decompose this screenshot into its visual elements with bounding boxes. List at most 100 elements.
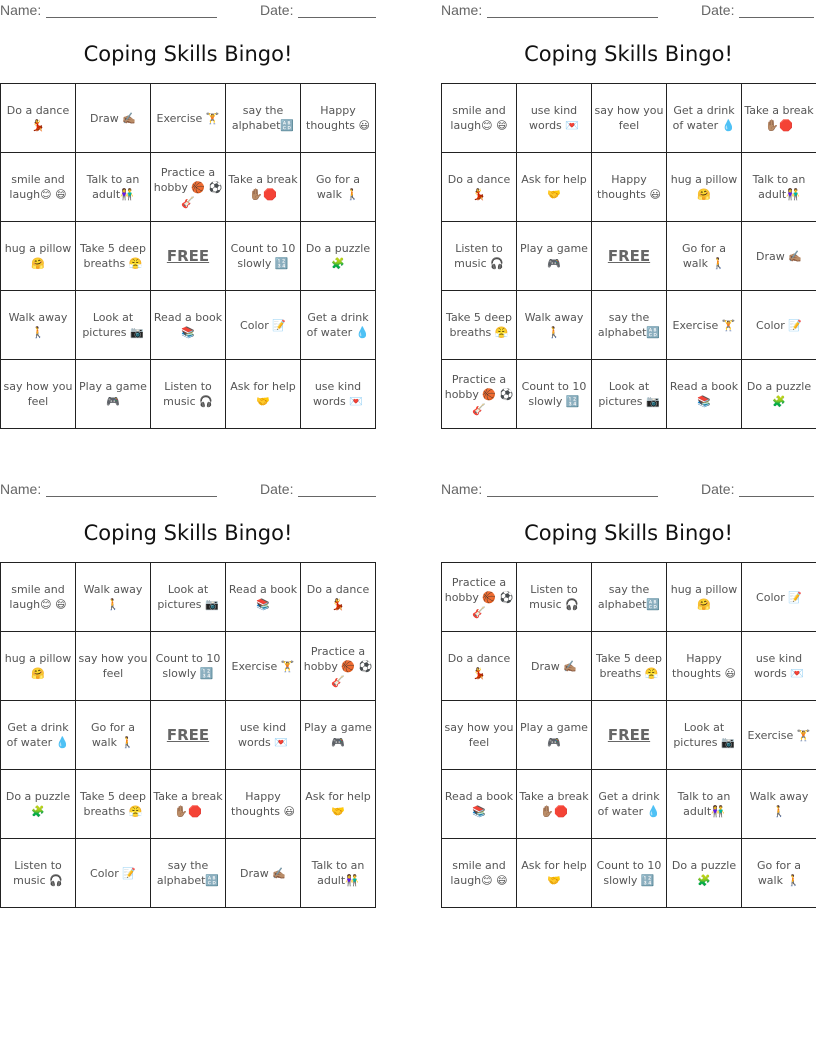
bingo-cell: Get a drink of water 💧	[0, 700, 76, 770]
bingo-card-3: Name: Date: Coping Skills Bingo! smile a…	[0, 479, 376, 919]
date-label: Date:	[701, 2, 735, 18]
bingo-cell: Do a puzzle 🧩	[741, 359, 816, 429]
bingo-cell: hug a pillow 🤗	[666, 152, 742, 222]
date-line	[739, 17, 814, 18]
bingo-card-1: Name: Date: Coping Skills Bingo! Do a da…	[0, 0, 376, 440]
bingo-cell: Walk away 🚶	[516, 290, 592, 360]
bingo-cell: Talk to an adult👫	[300, 838, 376, 908]
bingo-grid: Do a dance 💃 Draw ✍🏽 Exercise 🏋️ say the al…	[0, 83, 376, 429]
card-title: Coping Skills Bingo!	[83, 521, 293, 545]
bingo-cell: Color 📝	[75, 838, 151, 908]
bingo-row: Practice a hobby 🏀 ⚽ 🎸 Listen to music 🎧 s…	[441, 562, 816, 632]
bingo-cell: Walk away 🚶	[75, 562, 151, 632]
bingo-cell: Exercise 🏋️	[666, 290, 742, 360]
bingo-cell: use kind words 💌	[516, 83, 592, 153]
bingo-cell: Play a game 🎮	[75, 359, 151, 429]
bingo-cell: Go for a walk 🚶	[666, 221, 742, 291]
bingo-grid: Practice a hobby 🏀 ⚽ 🎸 Listen to music 🎧 s…	[441, 562, 816, 908]
name-label: Name:	[441, 2, 483, 18]
bingo-cell: Listen to music 🎧	[516, 562, 592, 632]
bingo-cell: use kind words 💌	[741, 631, 816, 701]
free-space-cell: FREE	[591, 221, 667, 291]
name-line	[46, 17, 217, 18]
name-line	[487, 17, 658, 18]
bingo-cell: use kind words 💌	[225, 700, 301, 770]
card-title: Coping Skills Bingo!	[524, 521, 733, 545]
bingo-cell: say the alphabet🔠	[591, 290, 667, 360]
bingo-cell: Get a drink of water 💧	[300, 290, 376, 360]
bingo-cell: Talk to an adult👫	[666, 769, 742, 839]
bingo-cell: Listen to music 🎧	[441, 221, 517, 291]
bingo-cell: Color 📝	[741, 562, 816, 632]
bingo-cell: Play a game 🎮	[516, 221, 592, 291]
bingo-cell: Draw ✍🏽	[741, 221, 816, 291]
bingo-cell: Practice a hobby 🏀 ⚽ 🎸	[441, 562, 517, 632]
bingo-cell: Practice a hobby 🏀 ⚽ 🎸	[441, 359, 517, 429]
bingo-cell: Count to 10 slowly 🔢	[150, 631, 226, 701]
name-line	[487, 496, 658, 497]
bingo-card-4: Name: Date: Coping Skills Bingo! Practic…	[441, 479, 816, 919]
bingo-cell: Walk away 🚶	[0, 290, 76, 360]
name-date-row: Name: Date:	[0, 2, 376, 20]
bingo-row: Do a puzzle 🧩 Take 5 deep breaths 😤 Take a…	[0, 769, 376, 839]
free-space-cell: FREE	[150, 700, 226, 770]
name-label: Name:	[0, 2, 42, 18]
name-date-row: Name: Date:	[441, 2, 816, 20]
bingo-cell: Play a game 🎮	[516, 700, 592, 770]
date-line	[298, 496, 376, 497]
bingo-cell: Draw ✍🏽	[516, 631, 592, 701]
bingo-cell: Get a drink of water 💧	[591, 769, 667, 839]
bingo-cell: Exercise 🏋️	[150, 83, 226, 153]
bingo-cell: say how you feel	[75, 631, 151, 701]
bingo-row: say how you feel Play a game 🎮 Listen to m…	[0, 359, 376, 429]
bingo-row: Listen to music 🎧 Play a game 🎮 FREE Go for…	[441, 221, 816, 291]
bingo-cell: smile and laugh😊 😄	[441, 838, 517, 908]
bingo-row: Do a dance 💃 Draw ✍🏽 Exercise 🏋️ say the al…	[0, 83, 376, 153]
bingo-cell: Go for a walk 🚶	[300, 152, 376, 222]
bingo-cell: Count to 10 slowly 🔢	[591, 838, 667, 908]
bingo-grid: smile and laugh😊 😄 Walk away 🚶 Look at pic…	[0, 562, 376, 908]
card-title: Coping Skills Bingo!	[524, 42, 733, 66]
bingo-cell: Do a dance 💃	[441, 631, 517, 701]
bingo-cell: smile and laugh😊 😄	[0, 562, 76, 632]
name-label: Name:	[441, 481, 483, 497]
bingo-row: Practice a hobby 🏀 ⚽ 🎸 Count to 10 slowly…	[441, 359, 816, 429]
bingo-cell: Take 5 deep breaths 😤	[591, 631, 667, 701]
bingo-cell: Happy thoughts 😃	[666, 631, 742, 701]
bingo-cell: Read a book 📚	[441, 769, 517, 839]
bingo-cell: Happy thoughts 😃	[300, 83, 376, 153]
bingo-cell: Listen to music 🎧	[150, 359, 226, 429]
bingo-cell: say how you feel	[591, 83, 667, 153]
bingo-cell: Talk to an adult👫	[741, 152, 816, 222]
date-line	[739, 496, 814, 497]
bingo-cell: Take 5 deep breaths 😤	[75, 221, 151, 291]
bingo-cell: Do a puzzle 🧩	[0, 769, 76, 839]
bingo-row: Read a book 📚 Take a break ✋🏽🛑 Get a drink…	[441, 769, 816, 839]
bingo-cell: use kind words 💌	[300, 359, 376, 429]
bingo-cell: Do a puzzle 🧩	[300, 221, 376, 291]
bingo-cell: Happy thoughts 😃	[591, 152, 667, 222]
bingo-cell: Go for a walk 🚶	[75, 700, 151, 770]
bingo-cell: Exercise 🏋️	[741, 700, 816, 770]
bingo-cell: Ask for help 🤝	[516, 152, 592, 222]
bingo-cell: Happy thoughts 😃	[225, 769, 301, 839]
bingo-cell: Go for a walk 🚶	[741, 838, 816, 908]
bingo-cell: Play a game 🎮	[300, 700, 376, 770]
date-label: Date:	[260, 481, 294, 497]
bingo-cell: Look at pictures 📷	[666, 700, 742, 770]
bingo-cell: Color 📝	[741, 290, 816, 360]
bingo-cell: Take a break ✋🏽🛑	[516, 769, 592, 839]
date-line	[298, 17, 376, 18]
name-date-row: Name: Date:	[0, 481, 376, 499]
bingo-row: hug a pillow 🤗 say how you feel Count to 1…	[0, 631, 376, 701]
bingo-cell: Read a book 📚	[225, 562, 301, 632]
bingo-cell: Read a book 📚	[666, 359, 742, 429]
bingo-cell: Take 5 deep breaths 😤	[75, 769, 151, 839]
bingo-cell: Count to 10 slowly 🔢	[516, 359, 592, 429]
name-label: Name:	[0, 481, 42, 497]
bingo-row: Get a drink of water 💧 Go for a walk 🚶 FRE…	[0, 700, 376, 770]
bingo-cell: Listen to music 🎧	[0, 838, 76, 908]
bingo-cell: Count to 10 slowly 🔢	[225, 221, 301, 291]
free-space-cell: FREE	[150, 221, 226, 291]
bingo-cell: Ask for help 🤝	[300, 769, 376, 839]
